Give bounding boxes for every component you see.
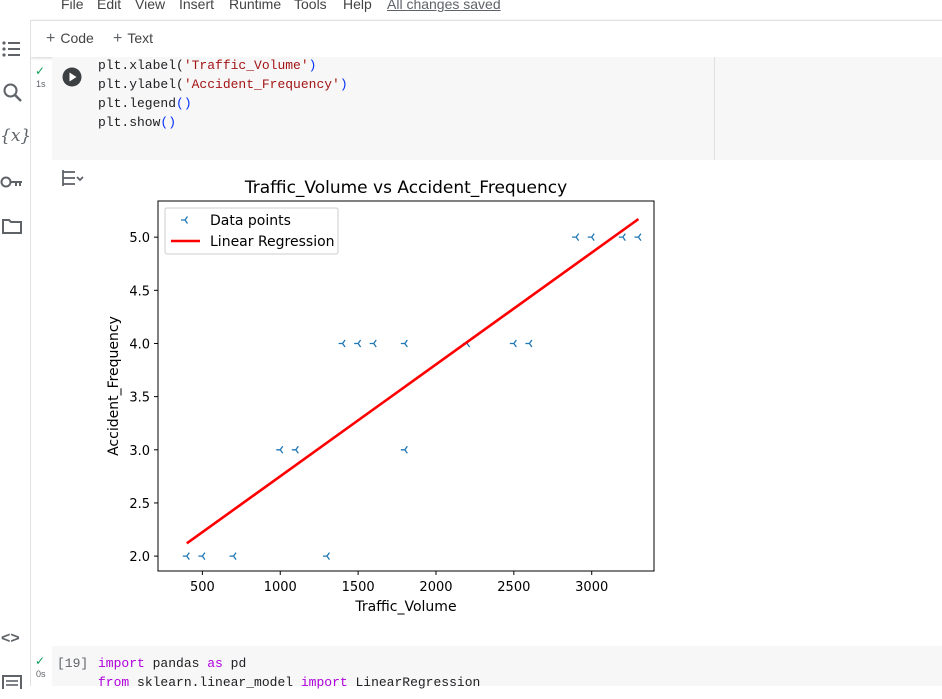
x-tick-label: 2500 — [497, 580, 530, 595]
search-icon[interactable] — [2, 82, 26, 106]
menu-file[interactable]: File — [61, 0, 84, 12]
y-tick-label: 2.0 — [129, 550, 150, 565]
plus-icon: + — [113, 30, 123, 47]
x-tick-label: 500 — [190, 580, 215, 595]
menu-help[interactable]: Help — [343, 0, 372, 12]
y-tick-label: 2.5 — [129, 497, 150, 512]
code-line[interactable]: from sklearn.linear_model import LinearR… — [98, 675, 481, 690]
code-cell[interactable]: import pandas as pd from sklearn.linear_… — [52, 646, 942, 690]
save-status-link[interactable]: All changes saved — [387, 0, 501, 12]
success-check-icon: ✓ — [35, 654, 46, 668]
chart-output: Traffic_Volume vs Accident_Frequency 500 1… — [106, 178, 655, 615]
menu-insert[interactable]: Insert — [179, 0, 215, 12]
data-point — [182, 552, 190, 560]
data-point — [322, 552, 330, 560]
code-snippets-icon[interactable]: <> — [1, 630, 20, 647]
x-tick-label: 1000 — [264, 580, 297, 595]
data-point — [572, 233, 580, 242]
code-line[interactable]: plt.xlabel('Traffic_Volume') — [98, 58, 317, 73]
table-of-contents-icon[interactable] — [1, 38, 25, 62]
code-line[interactable]: plt.show() — [98, 115, 177, 130]
menu-runtime[interactable]: Runtime — [229, 0, 282, 12]
left-sidebar: {x} <> — [0, 20, 32, 691]
code-cell[interactable]: plt.xlabel('Traffic_Volume') plt.ylabel(… — [52, 57, 942, 160]
legend-marker-data-points — [181, 216, 189, 224]
data-point — [400, 445, 408, 454]
menu-view[interactable]: View — [135, 0, 166, 12]
data-point — [369, 339, 377, 348]
cell-divider — [714, 57, 715, 160]
folder-icon[interactable] — [1, 216, 25, 240]
menu-edit[interactable]: Edit — [97, 0, 122, 12]
add-text-button[interactable]: + Text — [113, 30, 154, 47]
y-tick-label: 3.0 — [129, 444, 150, 459]
x-tick-label: 1500 — [342, 580, 375, 595]
run-cell-button[interactable] — [62, 67, 82, 92]
menu-tools[interactable]: Tools — [294, 0, 327, 12]
y-axis-label: Accident_Frequency — [106, 316, 122, 456]
legend-label-linear-regression: Linear Regression — [210, 234, 335, 250]
output-toggle-button[interactable] — [61, 168, 85, 193]
regression-line — [186, 218, 640, 545]
data-point — [587, 233, 595, 242]
terminal-icon[interactable] — [1, 675, 25, 699]
x-tick-label: 2000 — [419, 580, 452, 595]
y-tick-label: 5.0 — [129, 231, 150, 246]
play-icon — [62, 67, 82, 87]
y-tick-label: 4.5 — [129, 284, 150, 299]
code-line[interactable]: plt.legend() — [98, 96, 192, 111]
notebook-toolbar: + Code + Text — [31, 20, 942, 57]
data-point — [354, 339, 362, 348]
collapse-output-icon — [62, 170, 84, 186]
plus-icon: + — [46, 30, 56, 47]
y-tick-label: 3.5 — [129, 391, 150, 406]
data-point — [198, 552, 206, 560]
x-tick-label: 3000 — [575, 580, 608, 595]
menu-bar: File Edit View Insert Runtime Tools Help… — [0, 0, 942, 20]
data-point — [276, 445, 284, 454]
variables-icon[interactable]: {x} — [0, 126, 32, 146]
add-code-button[interactable]: + Code — [46, 30, 94, 47]
code-line[interactable]: plt.ylabel('Accident_Frequency') — [98, 77, 348, 92]
legend-label-data-points: Data points — [210, 213, 291, 229]
chart-title: Traffic_Volume vs Accident_Frequency — [244, 178, 567, 198]
legend-box — [164, 207, 339, 255]
execution-time: 0s — [36, 669, 46, 679]
execution-time: 1s — [36, 79, 46, 89]
key-icon[interactable] — [0, 172, 24, 196]
x-axis-label: Traffic_Volume — [354, 599, 456, 615]
execution-count: [19] — [57, 656, 89, 671]
data-point — [400, 339, 408, 348]
data-point — [229, 552, 237, 560]
data-point — [618, 233, 626, 242]
data-point — [525, 339, 533, 348]
data-point — [291, 445, 299, 454]
code-line[interactable]: import pandas as pd — [98, 656, 247, 671]
data-point — [509, 339, 517, 348]
data-point — [634, 233, 642, 242]
y-tick-label: 4.0 — [129, 337, 150, 352]
data-point — [338, 339, 346, 348]
success-check-icon: ✓ — [35, 64, 46, 78]
